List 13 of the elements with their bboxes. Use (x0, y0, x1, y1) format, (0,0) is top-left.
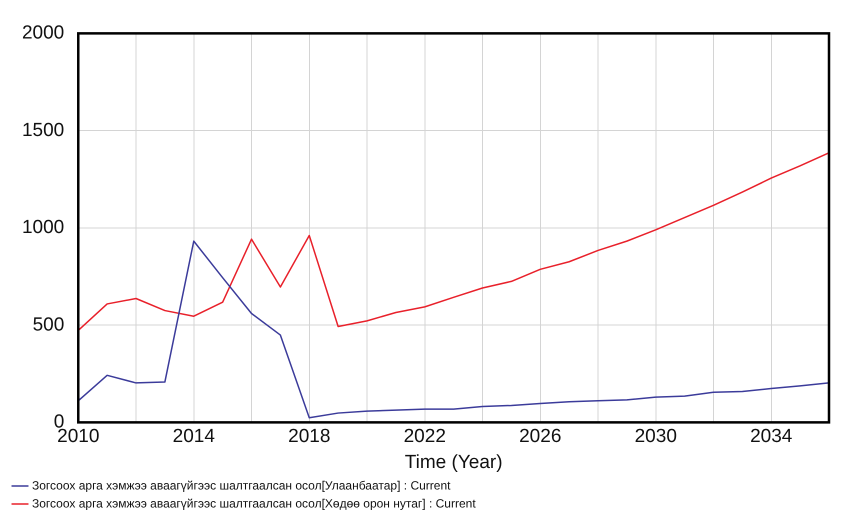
y-tick-label: 2000 (22, 22, 64, 44)
legend-label: Зогсоох арга хэмжээ аваагүйгээс шалтгаалсан осол[Улаанбаатар] : Current (32, 478, 452, 492)
x-axis-title: Time (Year) (404, 452, 503, 473)
y-tick-label: 500 (32, 314, 64, 336)
y-tick-label: 1500 (22, 120, 64, 141)
x-tick-label: 2034 (750, 426, 793, 448)
x-tick-label: 2018 (288, 426, 330, 448)
y-tick-label: 1000 (22, 217, 64, 238)
x-tick-label: 2014 (172, 426, 216, 448)
legend-label: Зогсоох арга хэмжээ аваагүйгээс шалтгаалсан осол[Хөдөө орон нутаг] : Current (32, 496, 476, 510)
x-tick-label: 2030 (634, 426, 677, 448)
x-tick-label: 2022 (404, 426, 446, 448)
x-tick-label: 2026 (519, 426, 562, 448)
